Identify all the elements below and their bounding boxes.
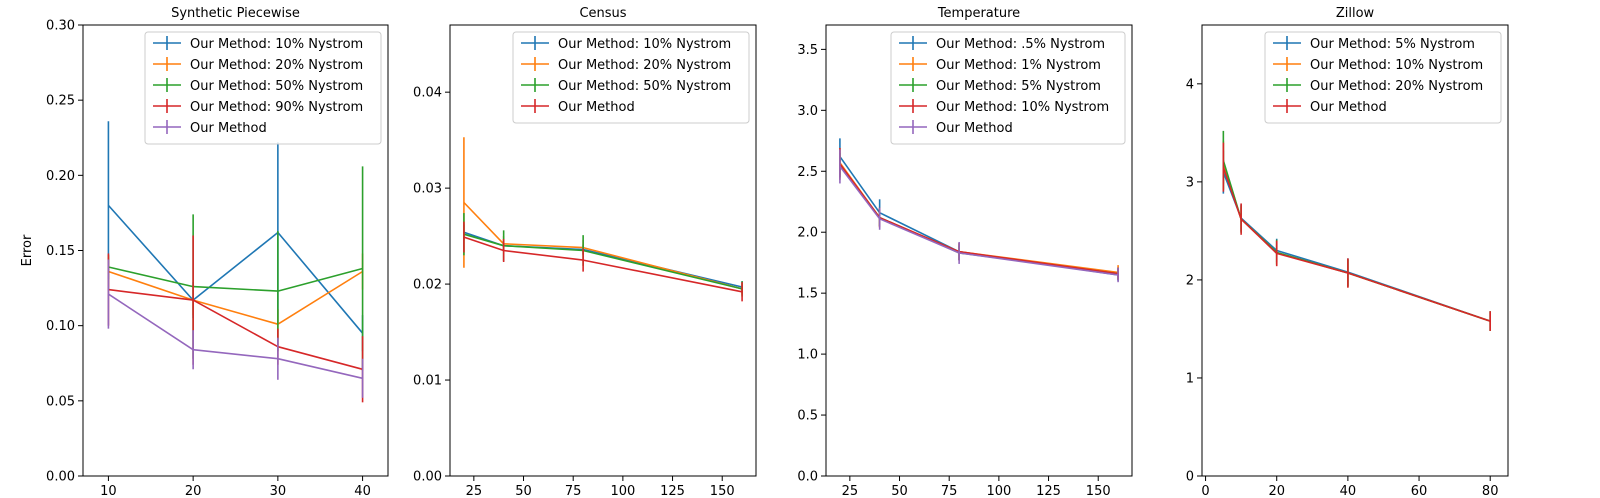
x-tick-label: 125 xyxy=(1036,484,1061,498)
y-tick-label: 0.30 xyxy=(46,19,75,34)
chart-panel-2: Temperature 25 50 75 100 125 150 0.0 0.5 1.0 1.5 2.… xyxy=(797,6,1133,498)
y-tick-label: 0.20 xyxy=(46,169,75,184)
x-tick-label: 0 xyxy=(1201,484,1209,498)
x-tick-label: 100 xyxy=(986,484,1011,498)
x-tick-label: 80 xyxy=(1482,484,1499,498)
legend-box xyxy=(1264,31,1502,124)
x-tick-label: 40 xyxy=(354,484,371,498)
y-tick-label: 0.01 xyxy=(413,374,442,389)
legend: Our Method: 10% Nystrom Our Method: 20% N… xyxy=(144,31,382,145)
x-tick-label: 25 xyxy=(842,484,859,498)
series-line xyxy=(108,266,363,292)
legend-label: Our Method xyxy=(936,121,1013,136)
chart-title: Zillow xyxy=(1336,6,1375,21)
x-tick-label: 30 xyxy=(270,484,287,498)
legend-label: Our Method: .5% Nystrom xyxy=(936,37,1105,52)
y-tick-label: 2.0 xyxy=(797,226,818,241)
series-4 xyxy=(107,259,364,398)
series-line xyxy=(463,201,743,290)
y-tick-label: 0.15 xyxy=(46,244,75,259)
y-tick-label: 0.02 xyxy=(413,278,442,293)
legend-label: Our Method xyxy=(190,121,267,136)
chart-title: Census xyxy=(579,6,626,21)
x-tick-label: 150 xyxy=(1086,484,1111,498)
legend: Our Method: 10% Nystrom Our Method: 20% N… xyxy=(512,31,750,124)
series-line xyxy=(108,270,364,326)
legend-label: Our Method: 10% Nystrom xyxy=(190,37,363,52)
x-tick-label: 60 xyxy=(1411,484,1428,498)
legend-box xyxy=(512,31,750,124)
y-tick-label: 1.0 xyxy=(797,348,818,363)
y-tick-label: 3 xyxy=(1186,175,1194,190)
y-axis-label: Error xyxy=(20,234,35,266)
legend-label: Our Method: 20% Nystrom xyxy=(558,58,731,73)
chart-title: Temperature xyxy=(937,6,1020,21)
x-tick-label: 40 xyxy=(1340,484,1357,498)
legend-label: Our Method: 5% Nystrom xyxy=(936,79,1101,94)
x-tick-label: 75 xyxy=(941,484,958,498)
legend: Our Method: 5% Nystrom Our Method: 10% Ny… xyxy=(1264,31,1502,124)
x-tick-label: 25 xyxy=(466,484,483,498)
series-line xyxy=(107,204,364,334)
legend-label: Our Method: 5% Nystrom xyxy=(1310,37,1475,52)
y-tick-label: 0.5 xyxy=(797,409,818,424)
y-tick-label: 0.03 xyxy=(413,182,442,197)
x-tick-label: 10 xyxy=(100,484,117,498)
x-tick-label: 20 xyxy=(185,484,202,498)
legend-label: Our Method xyxy=(1310,100,1387,115)
x-tick-label: 50 xyxy=(515,484,532,498)
legend-box xyxy=(144,31,382,145)
legend-label: Our Method: 10% Nystrom xyxy=(1310,58,1483,73)
x-tick-label: 75 xyxy=(565,484,582,498)
y-tick-label: 0.00 xyxy=(413,470,442,485)
series-4 xyxy=(839,149,1119,283)
y-tick-label: 0.0 xyxy=(797,470,818,485)
legend-label: Our Method: 90% Nystrom xyxy=(190,100,363,115)
legend-label: Our Method: 10% Nystrom xyxy=(558,37,731,52)
chart-panel-3: Zillow 0 20 40 60 80 0 1 2 3 4 Our Method: 5% Nystr… xyxy=(1186,6,1509,498)
series-line xyxy=(463,236,743,293)
y-tick-label: 0.00 xyxy=(46,470,75,485)
y-tick-label: 0.10 xyxy=(46,319,75,334)
series-3 xyxy=(1222,142,1492,331)
legend: Our Method: .5% Nystrom Our Method: 1% Ny… xyxy=(890,31,1126,145)
chart-title: Synthetic Piecewise xyxy=(171,6,300,21)
chart-panel-0: Synthetic Piecewise Error 10 20 30 40 0.00 0.05… xyxy=(20,6,389,498)
y-tick-label: 4 xyxy=(1186,77,1194,92)
y-tick-label: 3.0 xyxy=(797,104,818,119)
y-tick-label: 0.25 xyxy=(46,94,75,109)
series-line xyxy=(108,288,363,371)
legend-label: Our Method: 50% Nystrom xyxy=(190,79,363,94)
y-tick-label: 0.04 xyxy=(413,86,442,101)
legend-label: Our Method: 20% Nystrom xyxy=(1310,79,1483,94)
y-tick-label: 2 xyxy=(1186,273,1194,288)
x-tick-label: 20 xyxy=(1268,484,1285,498)
series-line xyxy=(463,233,743,290)
legend-label: Our Method xyxy=(558,100,635,115)
legend-box xyxy=(890,31,1126,145)
series-line xyxy=(839,163,1119,275)
y-tick-label: 2.5 xyxy=(797,165,818,180)
series-line xyxy=(107,293,363,380)
series-line xyxy=(839,165,1119,276)
y-tick-label: 0 xyxy=(1186,470,1194,485)
x-tick-label: 150 xyxy=(710,484,735,498)
y-tick-label: 3.5 xyxy=(797,43,818,58)
y-tick-label: 1 xyxy=(1186,371,1194,386)
legend-label: Our Method: 20% Nystrom xyxy=(190,58,363,73)
legend-label: Our Method: 1% Nystrom xyxy=(936,58,1101,73)
y-tick-label: 0.05 xyxy=(46,394,75,409)
series-3 xyxy=(463,221,743,302)
chart-panel-1: Census 25 50 75 100 125 150 0.00 0.01 0.02 0.03 0.0… xyxy=(413,6,757,498)
legend-label: Our Method: 50% Nystrom xyxy=(558,79,731,94)
legend-label: Our Method: 10% Nystrom xyxy=(936,100,1109,115)
x-tick-label: 125 xyxy=(660,484,685,498)
x-tick-label: 100 xyxy=(610,484,635,498)
y-tick-label: 1.5 xyxy=(797,287,818,302)
x-tick-label: 50 xyxy=(891,484,908,498)
